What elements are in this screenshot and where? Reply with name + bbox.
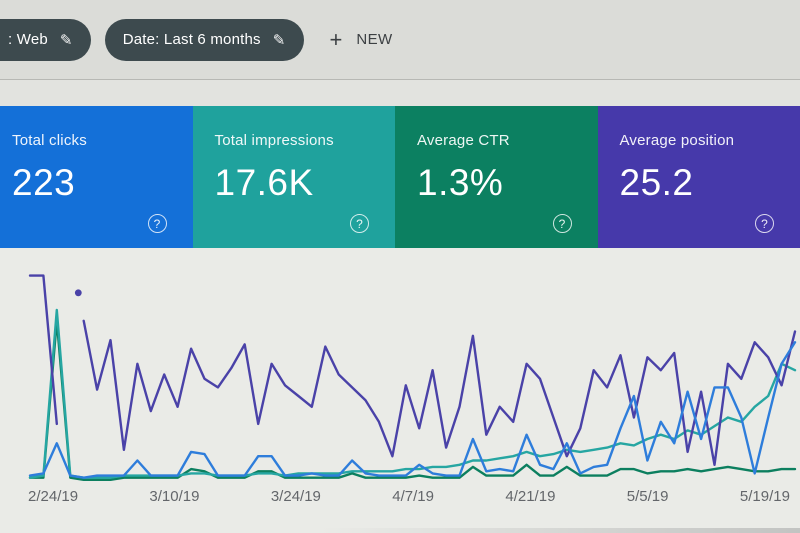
total-clicks-label: Total clicks — [12, 132, 87, 149]
performance-chart-section: 2/24/19 3/10/19 3/24/19 4/7/19 4/21/19 5… — [0, 248, 800, 533]
average-position-value: 25.2 — [619, 162, 694, 203]
edit-pencil-icon[interactable]: ✎ — [59, 31, 73, 49]
header-divider-band — [0, 80, 800, 106]
date-range-chip-label: Date: Last 6 months — [122, 31, 261, 48]
total-impressions-card[interactable]: Total impressions 17.6K ? — [192, 106, 395, 248]
average-ctr-value: 1.3% — [417, 162, 504, 203]
total-impressions-value: 17.6K — [214, 162, 314, 203]
new-filter-button[interactable]: + NEW — [329, 26, 393, 52]
help-icon[interactable]: ? — [147, 214, 167, 233]
screen-edge-shadow — [0, 528, 800, 533]
top-filter-bar: : Web ✎ Date: Last 6 months ✎ + NEW — [0, 0, 800, 80]
performance-chart — [28, 274, 797, 482]
total-clicks-card[interactable]: Total clicks 223 ? — [0, 106, 193, 248]
x-tick: 4/7/19 — [392, 488, 434, 505]
average-ctr-card[interactable]: Average CTR 1.3% ? — [395, 106, 598, 248]
new-button-label: NEW — [356, 31, 393, 48]
average-ctr-label: Average CTR — [417, 132, 510, 149]
x-tick: 3/24/19 — [270, 488, 321, 505]
plus-icon: + — [329, 26, 343, 52]
metric-cards-row: Total clicks 223 ? Total impressions 17.… — [0, 106, 800, 248]
average-position-card[interactable]: Average position 25.2 ? — [597, 106, 800, 248]
x-tick: 5/5/19 — [626, 488, 669, 505]
x-tick: 3/10/19 — [149, 488, 200, 505]
x-tick: 5/19/19 — [739, 488, 790, 505]
x-tick: 2/24/19 — [28, 488, 79, 505]
date-range-filter-chip[interactable]: Date: Last 6 months ✎ — [104, 18, 304, 61]
average-position-label: Average position — [619, 132, 735, 149]
chart-x-axis: 2/24/19 3/10/19 3/24/19 4/7/19 4/21/19 5… — [0, 486, 800, 505]
help-icon[interactable]: ? — [755, 214, 774, 233]
search-type-filter-chip[interactable]: : Web ✎ — [0, 18, 91, 61]
total-clicks-value: 223 — [12, 162, 76, 203]
total-impressions-label: Total impressions — [214, 132, 334, 149]
search-type-chip-label: : Web — [8, 31, 48, 48]
edit-pencil-icon[interactable]: ✎ — [272, 31, 286, 49]
help-icon[interactable]: ? — [552, 214, 572, 233]
help-icon[interactable]: ? — [350, 214, 369, 233]
x-tick: 4/21/19 — [505, 488, 556, 505]
